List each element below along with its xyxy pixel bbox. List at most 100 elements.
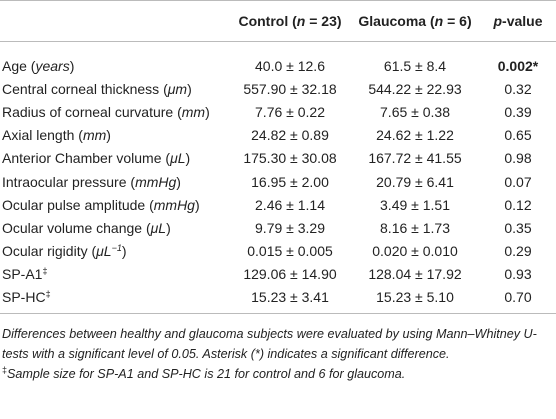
text-run: Axial length ( <box>2 127 83 144</box>
row-label: Intraocular pressure (mmHg) <box>0 170 230 193</box>
header-cell: Glaucoma (n = 6) <box>350 0 480 42</box>
text-run: Radius of corneal curvature ( <box>2 103 182 120</box>
text-run: μm <box>167 80 188 97</box>
table-row: SP-HC‡ 15.23 ± 3.41 15.23 ± 5.10 0.70 <box>0 285 556 315</box>
cell: 175.30 ± 30.08 <box>243 150 337 167</box>
row-label: Axial length (mm) <box>0 124 230 147</box>
cell: 0.020 ± 0.010 <box>372 243 458 260</box>
text-run: Differences between healthy and glaucoma… <box>2 327 537 362</box>
text-run: μL <box>170 150 186 167</box>
cell: 0.39 <box>504 103 532 120</box>
text-run: ‡ <box>42 266 48 277</box>
text-run: Glaucoma ( <box>358 13 435 29</box>
table-row: Age (years) 40.0 ± 12.6 61.5 ± 8.4 0.002* <box>0 42 556 78</box>
table-row: Intraocular pressure (mmHg) 16.95 ± 2.00 2… <box>0 170 556 193</box>
page: Control (n = 23) Glaucoma (n = 6) p-value … <box>0 0 556 384</box>
cell: 7.65 ± 0.38 <box>380 103 450 120</box>
cell: 7.76 ± 0.22 <box>255 103 325 120</box>
row-label: SP-A1‡ <box>0 263 230 286</box>
cell: 9.79 ± 3.29 <box>255 219 325 236</box>
cell: 0.015 ± 0.005 <box>247 243 333 260</box>
text-run: ) <box>121 243 127 260</box>
table-row: Radius of corneal curvature (mm) 7.76 ± 0… <box>0 100 556 123</box>
cell: 0.07 <box>504 173 532 190</box>
cell: 0.65 <box>504 127 532 144</box>
text-run: μL <box>96 243 112 260</box>
table-row: Ocular volume change (μL) 9.79 ± 3.29 8.16… <box>0 216 556 239</box>
cell: 61.5 ± 8.4 <box>383 57 447 74</box>
cell: 167.72 ± 41.55 <box>368 150 462 167</box>
text-run: n <box>434 13 444 29</box>
text-run: −1 <box>111 243 122 254</box>
footnote: Differences between healthy and glaucoma… <box>2 324 554 364</box>
cell: 0.35 <box>504 219 532 236</box>
text-run: SP-A1 <box>2 266 43 283</box>
text-run: mmHg <box>153 196 195 213</box>
text-run: ) <box>176 173 181 190</box>
text-run: ) <box>205 103 210 120</box>
text-run: mm <box>181 103 206 120</box>
table-row: SP-A1‡ 129.06 ± 14.90 128.04 ± 17.92 0.93 <box>0 263 556 286</box>
row-label: Ocular volume change (μL) <box>0 216 230 239</box>
footnote: ‡Sample size for SP-A1 and SP-HC is 21 f… <box>2 364 554 384</box>
data-table: Control (n = 23) Glaucoma (n = 6) p-value … <box>0 0 556 315</box>
text-run: = 6) <box>443 13 472 29</box>
text-run: = 23) <box>305 13 342 29</box>
cell: 0.70 <box>480 285 556 315</box>
cell: 0.29 <box>504 243 532 260</box>
table-row: Ocular rigidity (μL−1) 0.015 ± 0.005 0.020… <box>0 240 556 263</box>
header-cell <box>0 0 230 42</box>
text-run: ) <box>194 196 200 213</box>
cell: 3.49 ± 1.51 <box>380 196 450 213</box>
cell: 40.0 ± 12.6 <box>255 57 325 74</box>
text-run: μL <box>150 219 167 236</box>
cell: 8.16 ± 1.73 <box>380 219 450 236</box>
text-run: mmHg <box>135 173 177 190</box>
text-run: ) <box>166 219 171 236</box>
header-row: Control (n = 23) Glaucoma (n = 6) p-value <box>0 0 556 42</box>
cell: 24.62 ± 1.22 <box>376 127 454 144</box>
table-row: Central corneal thickness (μm) 557.90 ± 3… <box>0 77 556 100</box>
row-label: Ocular rigidity (μL−1) <box>0 240 230 263</box>
cell: 129.06 ± 14.90 <box>243 266 337 283</box>
text-run: Ocular pulse amplitude ( <box>2 196 154 213</box>
table-row: Axial length (mm) 24.82 ± 0.89 24.62 ± 1.2… <box>0 124 556 147</box>
text-run: ) <box>69 57 75 74</box>
cell: 2.46 ± 1.14 <box>255 196 325 213</box>
text-run: Intraocular pressure ( <box>2 173 136 190</box>
row-label: SP-HC‡ <box>0 285 230 315</box>
text-run: ) <box>185 150 191 167</box>
text-run: mm <box>82 127 107 144</box>
cell: 16.95 ± 2.00 <box>251 173 329 190</box>
row-label: Radius of corneal curvature (mm) <box>0 100 230 123</box>
cell: 0.002* <box>497 57 539 74</box>
footnotes: Differences between healthy and glaucoma… <box>0 314 556 384</box>
text-run: Anterior Chamber volume ( <box>2 150 171 167</box>
text-run: ‡ <box>2 365 8 376</box>
cell: 557.90 ± 32.18 <box>243 80 337 97</box>
text-run: Sample size for SP-A1 and SP-HC is 21 fo… <box>7 367 406 382</box>
cell: 20.79 ± 6.41 <box>376 173 454 190</box>
cell: 0.12 <box>504 196 532 213</box>
text-run: p <box>493 13 503 29</box>
text-run: n <box>296 13 306 29</box>
text-run: Ocular rigidity ( <box>2 243 97 260</box>
cell: 0.93 <box>504 266 532 283</box>
row-label: Central corneal thickness (μm) <box>0 77 230 100</box>
cell: 544.22 ± 22.93 <box>368 80 462 97</box>
text-run: SP-HC <box>2 289 46 306</box>
row-label: Ocular pulse amplitude (mmHg) <box>0 193 230 216</box>
cell: 128.04 ± 17.92 <box>368 266 462 283</box>
text-run: Control ( <box>238 13 297 29</box>
text-run: years <box>35 57 70 74</box>
cell: 0.32 <box>504 80 532 97</box>
text-run: ) <box>106 127 111 144</box>
table-row: Anterior Chamber volume (μL) 175.30 ± 30.… <box>0 147 556 170</box>
header-cell: p-value <box>480 0 556 42</box>
text-run: ‡ <box>45 289 51 300</box>
cell: 0.98 <box>504 150 532 167</box>
cell: 15.23 ± 5.10 <box>350 285 480 315</box>
row-label: Age (years) <box>0 42 230 78</box>
cell: 15.23 ± 3.41 <box>230 285 350 315</box>
text-run: Ocular volume change ( <box>2 219 151 236</box>
